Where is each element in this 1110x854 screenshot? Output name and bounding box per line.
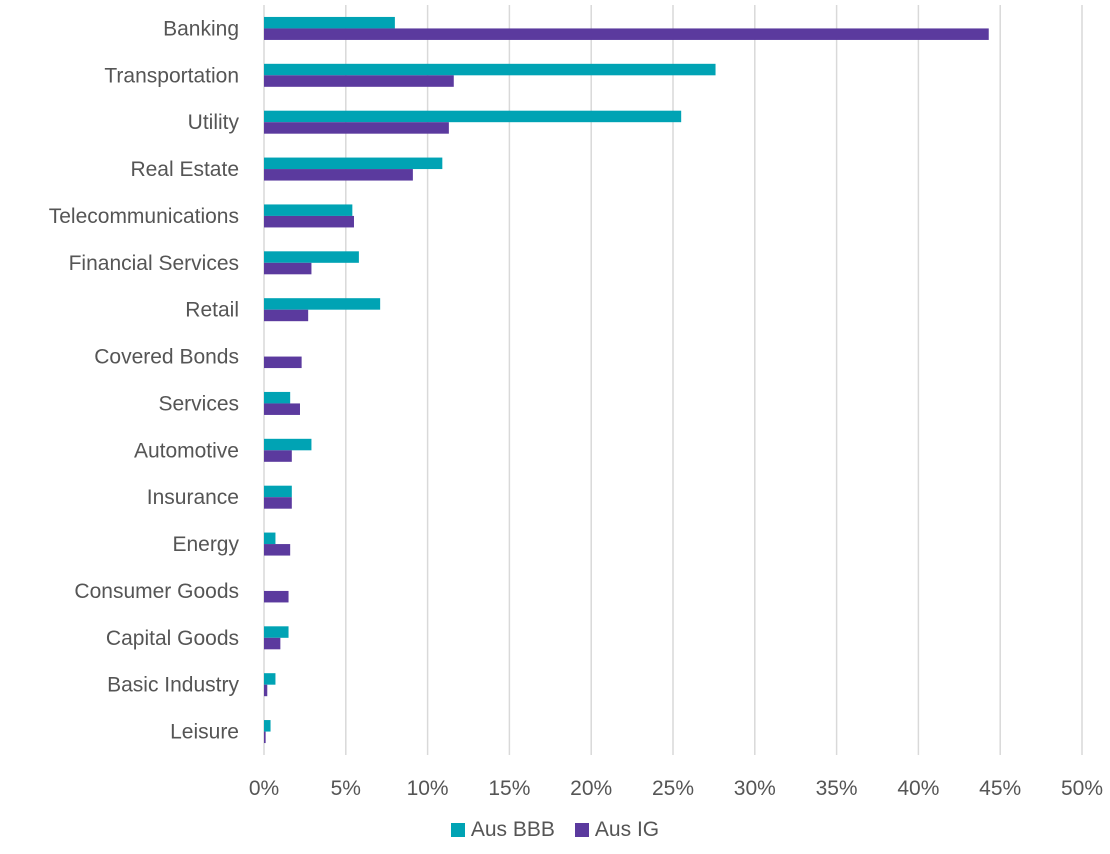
x-tick-label: 45%	[979, 777, 1021, 800]
bar-aus-ig	[264, 403, 300, 415]
category-label: Automotive	[134, 439, 239, 462]
x-tick-label: 20%	[570, 777, 612, 800]
bar-aus-ig	[264, 590, 289, 603]
x-tick-label: 30%	[734, 777, 776, 800]
bar-aus-ig	[264, 637, 281, 650]
x-tick-label: 15%	[488, 777, 530, 800]
bar-aus-bbb	[264, 720, 271, 732]
bar-aus-ig	[264, 28, 989, 40]
bar-aus-ig	[264, 684, 268, 697]
x-tick-label: 50%	[1061, 777, 1103, 800]
category-label: Leisure	[170, 721, 239, 744]
bar-aus-ig	[264, 122, 449, 134]
bar-aus-bbb	[264, 110, 682, 123]
category-label: Retail	[185, 299, 239, 322]
legend-swatch-aus-bbb	[450, 823, 465, 837]
category-label: Financial Services	[69, 252, 239, 275]
category-label: Insurance	[147, 486, 239, 509]
legend-item-aus-bbb: Aus BBB	[450, 818, 555, 842]
category-label: Banking	[163, 17, 239, 40]
category-label: Capital Goods	[106, 627, 239, 650]
bar-aus-bbb	[264, 63, 716, 76]
category-label: Real Estate	[130, 158, 239, 181]
bar-aus-ig	[264, 309, 309, 322]
category-label: Covered Bonds	[94, 346, 239, 369]
legend: Aus BBB Aus IG	[0, 818, 1110, 842]
bar-aus-ig	[264, 356, 302, 369]
x-tick-label: 40%	[897, 777, 939, 800]
bar-aus-bbb	[264, 532, 276, 545]
legend-item-aus-ig: Aus IG	[574, 818, 660, 842]
bar-aus-ig	[264, 497, 292, 509]
category-label: Telecommunications	[49, 205, 239, 228]
legend-label-aus-bbb: Aus BBB	[470, 818, 555, 841]
legend-label-aus-ig: Aus IG	[594, 818, 660, 841]
bar-aus-ig	[264, 75, 454, 87]
category-label: Consumer Goods	[74, 580, 239, 603]
bar-aus-bbb	[264, 673, 276, 685]
bar-aus-bbb	[264, 204, 353, 216]
category-label: Energy	[172, 533, 239, 556]
bar-chart: Banking Transportation Utility Real Estate T…	[49, 5, 1103, 800]
bar-aus-bbb	[264, 251, 359, 263]
category-label: Transportation	[104, 64, 239, 87]
bar-aus-ig	[264, 544, 291, 556]
category-label: Utility	[188, 111, 240, 134]
bar-aus-bbb	[264, 16, 395, 29]
category-labels: Banking Transportation Utility Real Estate T…	[49, 17, 240, 743]
x-tick-label: 10%	[407, 777, 449, 800]
x-axis-tick-labels: 0% 5% 10% 15% 20% 25% 30% 35% 40% 45% 50%	[249, 777, 1103, 800]
bar-aus-bbb	[264, 485, 292, 498]
bar-aus-ig	[264, 262, 312, 275]
x-tick-label: 25%	[652, 777, 694, 800]
bar-aus-bbb	[264, 438, 312, 451]
bar-aus-bbb	[264, 298, 381, 310]
bar-aus-bbb	[264, 391, 291, 404]
bar-aus-ig	[264, 731, 266, 744]
category-label: Basic Industry	[107, 674, 239, 697]
legend-swatch-aus-ig	[574, 823, 589, 837]
x-tick-label: 35%	[816, 777, 858, 800]
bar-aus-ig	[264, 215, 354, 228]
x-tick-label: 5%	[331, 777, 361, 800]
bar-aus-bbb	[264, 626, 289, 638]
bar-aus-ig	[264, 169, 413, 181]
category-label: Services	[158, 392, 239, 415]
bar-aus-bbb	[264, 157, 443, 170]
bar-aus-ig	[264, 450, 292, 462]
x-tick-label: 0%	[249, 777, 279, 800]
bars	[264, 16, 989, 744]
